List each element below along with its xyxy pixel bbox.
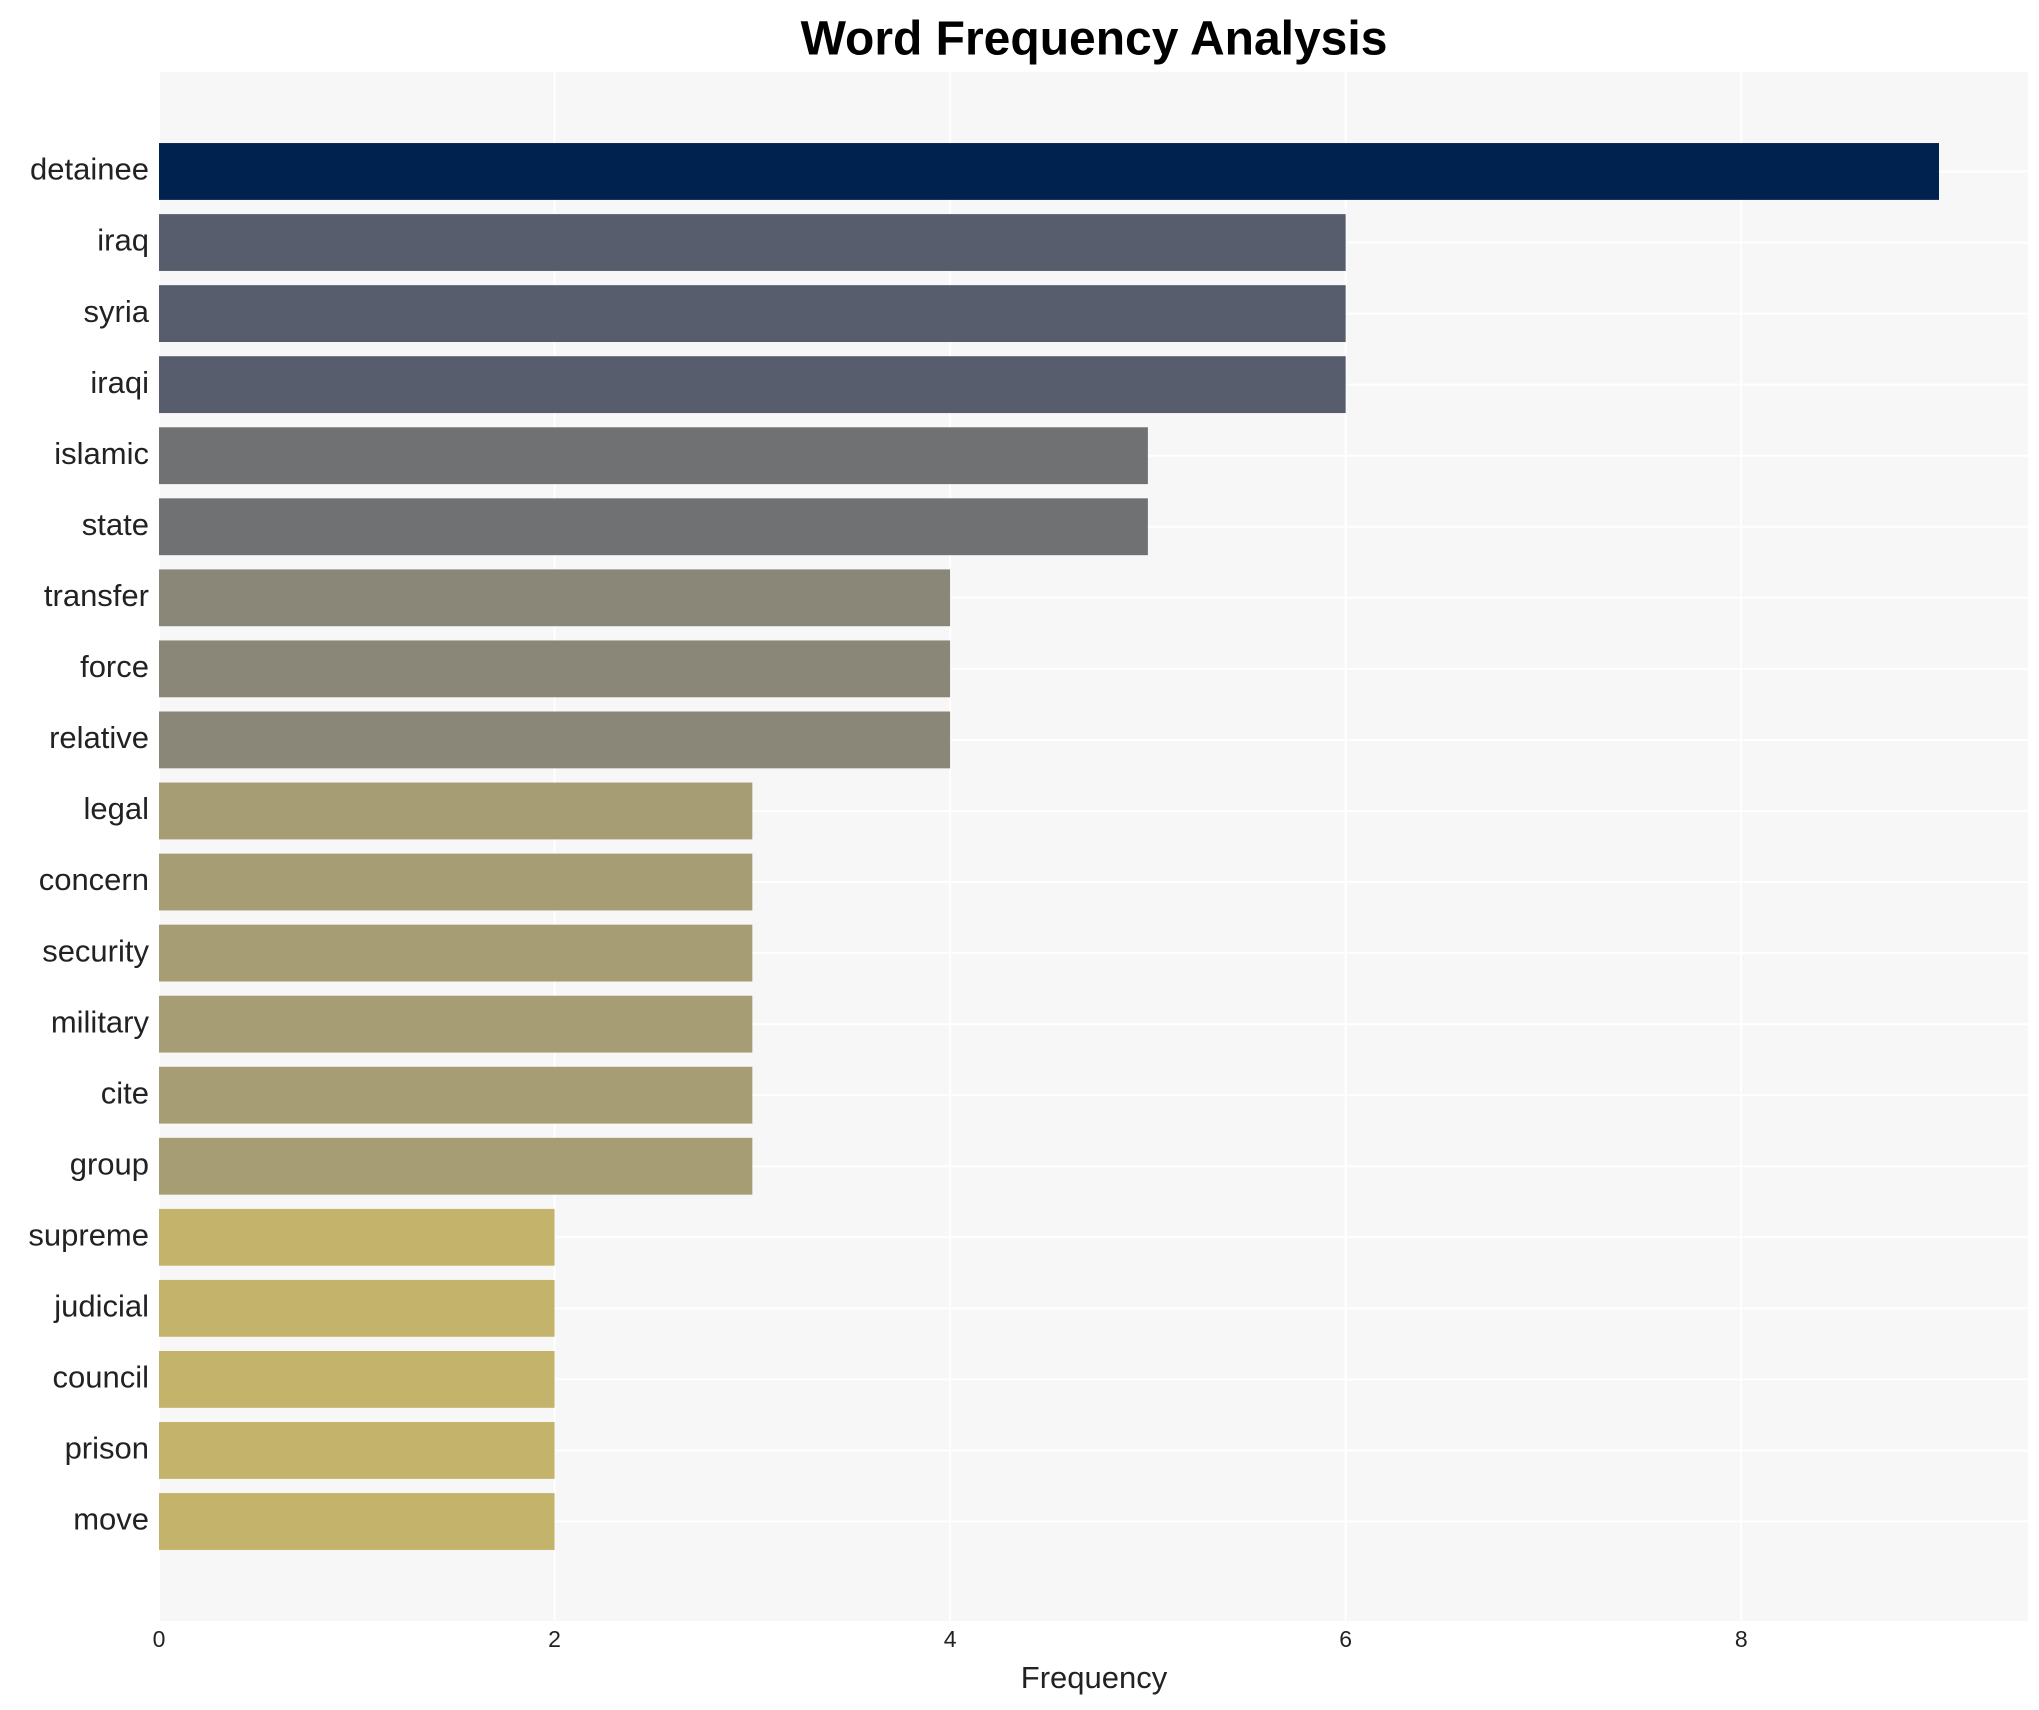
y-tick-label: transfer — [44, 578, 149, 613]
bar — [159, 782, 753, 840]
y-tick-label: syria — [84, 294, 150, 329]
x-tick-label: 2 — [548, 1626, 561, 1652]
bar — [159, 356, 1346, 414]
y-tick-label: relative — [49, 720, 149, 755]
x-tick-label: 0 — [153, 1626, 166, 1652]
bar — [159, 143, 1939, 200]
y-tick-label: security — [42, 933, 149, 968]
bar — [159, 214, 1346, 271]
bar — [159, 853, 753, 911]
x-tick-label: 8 — [1735, 1626, 1748, 1652]
bar — [159, 569, 951, 627]
y-tick-label: cite — [101, 1075, 149, 1110]
y-tick-label: supreme — [28, 1217, 149, 1252]
y-tick-label: iraq — [97, 223, 149, 258]
y-tick-label: council — [53, 1360, 150, 1395]
bar — [159, 1137, 753, 1195]
y-tick-label: prison — [65, 1431, 149, 1466]
chart-title: Word Frequency Analysis — [801, 13, 1388, 66]
bar — [159, 285, 1346, 343]
bar — [159, 995, 753, 1053]
bar — [159, 1208, 555, 1266]
bar — [159, 1350, 555, 1408]
bar — [159, 711, 951, 769]
y-tick-label: concern — [39, 862, 149, 897]
bar — [159, 640, 951, 698]
x-tick-label: 6 — [1339, 1626, 1352, 1652]
bar — [159, 1066, 753, 1124]
y-tick-label: state — [82, 507, 149, 542]
x-axis-label: Frequency — [1021, 1660, 1168, 1695]
bar — [159, 924, 753, 982]
y-tick-label: iraqi — [90, 365, 149, 400]
y-tick-label: islamic — [54, 436, 149, 471]
y-tick-label: legal — [84, 791, 150, 826]
bar — [159, 1422, 555, 1479]
x-tick-label: 4 — [944, 1626, 957, 1652]
y-tick-label: judicial — [53, 1289, 149, 1324]
y-tick-label: military — [51, 1004, 150, 1039]
y-tick-label: detainee — [30, 152, 149, 187]
y-tick-label: force — [80, 649, 149, 684]
bar — [159, 427, 1148, 485]
bar — [159, 1493, 555, 1550]
bar — [159, 498, 1148, 556]
y-tick-label: group — [70, 1146, 149, 1181]
bar — [159, 1279, 555, 1337]
y-tick-label: move — [73, 1502, 149, 1537]
